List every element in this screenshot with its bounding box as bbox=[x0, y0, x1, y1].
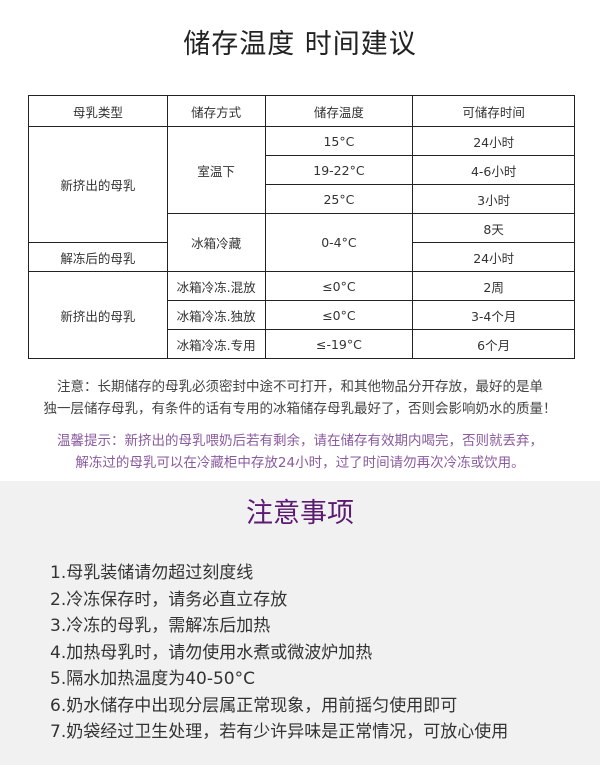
tip-line: 解冻过的母乳可以在冷藏柜中存放24小时，过了时间请勿再次冷冻或饮用。 bbox=[75, 455, 525, 471]
method-cell: 冰箱冷冻.独放 bbox=[166, 300, 266, 330]
header-cell: 可储存时间 bbox=[412, 95, 575, 127]
temp-cell: ≤0°C bbox=[264, 271, 414, 301]
list-item: 2.冷冻保存时，请务必直立存放 bbox=[50, 589, 288, 610]
method-cell: 冰箱冷冻.专用 bbox=[166, 329, 266, 359]
table-header-row: 母乳类型 储存方式 储存温度 可储存时间 bbox=[28, 95, 575, 127]
duration-cell: 6个月 bbox=[412, 329, 575, 359]
type-cell: 新挤出的母乳 bbox=[28, 126, 168, 243]
temp-cell: 25°C bbox=[264, 184, 414, 214]
note-line: 注意：长期储存的母乳必须密封中途不可打开，和其他物品分开存放，最好的是单 bbox=[57, 379, 543, 395]
type-cell: 新挤出的母乳 bbox=[28, 271, 168, 359]
duration-cell: 3-4个月 bbox=[412, 300, 575, 330]
duration-cell: 3小时 bbox=[412, 184, 575, 214]
duration-cell: 8天 bbox=[412, 213, 575, 243]
table-row: 25°C 3小时 bbox=[29, 184, 575, 214]
duration-cell: 24小时 bbox=[412, 126, 575, 156]
table-row: 新挤出的母乳 冰箱冷冻.混放 ≤0°C 2周 bbox=[28, 271, 575, 359]
header-cell: 储存温度 bbox=[264, 95, 414, 127]
list-item: 1.母乳装储请勿超过刻度线 bbox=[50, 563, 254, 583]
duration-cell: 24小时 bbox=[412, 242, 575, 272]
header-cell: 储存方式 bbox=[166, 95, 266, 127]
method-cell: 室温下 bbox=[166, 126, 266, 214]
tip-line: 温馨提示：新挤出的母乳喂奶后若有剩余，请在储存有效期内喝完，否则就丢弃， bbox=[57, 433, 543, 449]
temp-cell: 19-22°C bbox=[264, 155, 414, 185]
type-cell: 解冻后的母乳 bbox=[28, 242, 168, 272]
list-item: 5.隔水加热温度为40-50°C bbox=[50, 669, 255, 689]
storage-note: 注意：长期储存的母乳必须密封中途不可打开，和其他物品分开存放，最好的是单 独一层… bbox=[10, 376, 590, 420]
precautions-list: 1.母乳装储请勿超过刻度线 2.冷冻保存时，请务必直立存放 3.冷冻的母乳，需解… bbox=[50, 560, 508, 746]
table-row: 解冻后的母乳 24小时 bbox=[28, 242, 575, 272]
temp-cell: ≤0°C bbox=[264, 300, 414, 330]
temp-cell: ≤-19°C bbox=[264, 329, 414, 359]
table-row: 冰箱冷冻.独放 ≤0°C 3-4个月 bbox=[29, 300, 575, 330]
list-item: 7.奶袋经过卫生处理，若有少许异味是正常情况，可放心使用 bbox=[50, 722, 509, 742]
list-item: 4.加热母乳时，请勿使用水煮或微波炉加热 bbox=[50, 642, 373, 663]
duration-cell: 2周 bbox=[412, 271, 575, 301]
temp-cell: 0-4°C bbox=[264, 213, 414, 272]
table-row: 19-22°C 4-6小时 bbox=[29, 155, 575, 185]
table-row: 冰箱冷冻.专用 ≤-19°C 6个月 bbox=[29, 329, 575, 359]
header-cell: 母乳类型 bbox=[28, 95, 168, 127]
method-cell: 冰箱冷冻.混放 bbox=[166, 271, 266, 301]
duration-cell: 4-6小时 bbox=[412, 155, 575, 185]
table-row: 冰箱冷藏 0-4°C 8天 bbox=[29, 213, 575, 272]
temp-cell: 15°C bbox=[264, 126, 414, 156]
list-item: 3.冷冻的母乳，需解冻后加热 bbox=[50, 616, 271, 636]
warm-tip: 温馨提示：新挤出的母乳喂奶后若有剩余，请在储存有效期内喝完，否则就丢弃， 解冻过… bbox=[10, 430, 590, 474]
precautions-section: 注意事项 1.母乳装储请勿超过刻度线 2.冷冻保存时，请务必直立存放 3.冷冻的… bbox=[0, 481, 600, 765]
method-cell: 冰箱冷藏 bbox=[166, 213, 266, 272]
list-item: 6.奶水储存中出现分层属正常现象，用前摇匀使用即可 bbox=[50, 695, 458, 716]
table-row: 新挤出的母乳 室温下 15°C 24小时 bbox=[28, 126, 575, 243]
page-title: 储存温度 时间建议 bbox=[183, 29, 417, 60]
section-title: 注意事项 bbox=[246, 498, 354, 529]
storage-table: 母乳类型 储存方式 储存温度 可储存时间 新挤出的母乳 室温下 15°C 24小… bbox=[28, 95, 575, 359]
note-line: 独一层储存母乳，有条件的话有专用的冰箱储存母乳最好了，否则会影响奶水的质量！ bbox=[43, 401, 557, 417]
